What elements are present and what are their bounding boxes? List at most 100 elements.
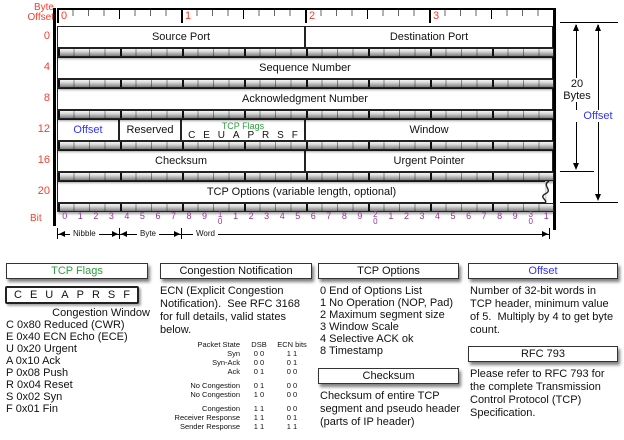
scale-bar	[119, 228, 120, 239]
legend-tcp-flags-title: TCP Flags	[6, 263, 148, 279]
legend-tcp-flags-list: Congestion Window C 0x80 Reduced (CWR) E …	[6, 307, 150, 415]
ecn-cell: 0 0	[253, 358, 265, 367]
flag-definition: E 0x40 ECN Echo (ECE)	[6, 331, 128, 343]
field-tcp-flags: TCP Flags C E U A P R S F	[181, 119, 305, 141]
flag-definition: R 0x04 Reset	[6, 379, 73, 391]
ecn-row: Sender Response 1 1 1 1	[162, 422, 314, 431]
field-source-port: Source Port	[57, 26, 305, 48]
flag-letter: P	[76, 289, 84, 301]
bit-number-digit: 0	[528, 216, 533, 226]
legend-rfc-title: RFC 793	[468, 346, 618, 362]
bit-number: 7	[170, 211, 176, 221]
bit-number: 2	[403, 211, 409, 221]
byte-offset-axis-label: Byte Offset	[14, 3, 55, 23]
flag-letter: S	[107, 289, 116, 301]
top-bit-ruler	[57, 8, 554, 23]
tcp-option-item: 3 Window Scale	[320, 321, 399, 333]
ecn-cell: 0 0	[253, 349, 265, 358]
flag-definition: C 0x80 Reduced (CWR)	[6, 319, 125, 331]
legend-tcp-options-list: 0 End of Options List 1 No Operation (NOP…	[320, 285, 462, 357]
ecn-cell: Ack	[227, 367, 240, 376]
bit-number: 5	[450, 211, 456, 221]
20-bytes-label-line1: 20	[570, 78, 584, 90]
field-checksum: Checksum	[57, 150, 305, 172]
bit-number-digit: 3	[528, 210, 533, 219]
tcp-option-item: 4 Selective ACK ok	[320, 333, 414, 345]
ecn-cell: 1 1	[253, 404, 265, 413]
legend-congestion-body: ECN (Explicit Congestion Notification). …	[160, 285, 301, 336]
arrow-down-icon	[595, 194, 601, 201]
flag-letter: R	[262, 130, 270, 141]
ecn-row: Syn-Ack 0 0 0 1	[162, 358, 314, 367]
field-acknowledgment-number: Acknowledgment Number	[57, 88, 553, 110]
arrow-right-icon	[174, 231, 180, 237]
field-reserved: Reserved	[119, 119, 181, 141]
bit-number: 8	[341, 211, 347, 221]
tcp-option-item: 2 Maximum segment size	[320, 309, 445, 321]
bit-number-digit: 0	[217, 216, 223, 226]
byte-number: 2	[309, 10, 316, 22]
flag-letter: U	[217, 130, 226, 141]
20-bytes-label-line2: Bytes	[563, 90, 591, 102]
bit-number: 7	[326, 211, 332, 221]
separator-bar	[57, 141, 554, 150]
flag-definition: A 0x10 Ack	[6, 355, 61, 367]
arrow-right-icon	[112, 231, 118, 237]
flag-letter: C	[14, 289, 22, 301]
row-byte-offset-label: 0	[43, 30, 50, 42]
bit-number: 2	[248, 211, 254, 221]
ecn-cell: 0 0	[286, 381, 298, 390]
field-sequence-number: Sequence Number	[57, 57, 553, 79]
bit-number: 2	[93, 211, 99, 221]
ecn-cell: 0 1	[286, 413, 298, 422]
row-byte-offset-label: 12	[37, 123, 50, 135]
bit-number-digit: 2	[373, 210, 378, 219]
bit-number: 3	[419, 211, 425, 221]
bit-number: 4	[435, 211, 441, 221]
row-byte-offset-label: 8	[43, 92, 50, 104]
arrow-right-icon	[542, 231, 548, 237]
ecn-row: Receiver Response 1 1 0 1	[162, 413, 314, 422]
ecn-cell: 1 0	[253, 390, 265, 399]
field-tcp-options: TCP Options (variable length, optional)	[57, 180, 550, 205]
bit-number: 9	[512, 211, 518, 221]
separator-bar	[57, 48, 554, 57]
nibble-scale-label: Nibble	[70, 228, 99, 239]
ecn-row: Ack 0 1 0 0	[162, 367, 314, 376]
bit-number: 8	[497, 211, 503, 221]
flag-letter: P	[247, 130, 255, 141]
bit-number: 1	[543, 211, 549, 221]
word-scale-label: Word	[193, 228, 218, 239]
flag-letter: E	[203, 130, 210, 141]
bit-number: 1	[388, 211, 394, 221]
grid-left-edge	[53, 8, 56, 226]
bit-number: 6	[466, 211, 472, 221]
ecn-cell: 0 1	[253, 367, 265, 376]
flag-letter: U	[45, 289, 54, 301]
legend-checksum-title: Checksum	[318, 368, 459, 384]
bit-number: 6	[155, 211, 161, 221]
bit-number: 1	[77, 211, 83, 221]
arrow-left-icon	[121, 231, 127, 237]
ecn-cell: Packet State	[197, 340, 240, 349]
ecn-cell: Congestion	[202, 404, 240, 413]
flag-letter: C	[188, 130, 196, 141]
bit-number: 8	[186, 211, 192, 221]
ecn-header-row: Packet State DSB ECN bits	[162, 340, 314, 349]
grid-right-edge	[553, 8, 556, 230]
flag-definition: U 0x20 Urgent	[6, 343, 77, 355]
ecn-cell: Syn-Ack	[212, 358, 240, 367]
flag-letter: F	[291, 130, 298, 141]
word-scale-line	[182, 234, 549, 235]
legend-congestion-title: Congestion Notification	[160, 263, 312, 279]
field-urgent-pointer: Urgent Pointer	[305, 150, 553, 172]
legend-offset-body: Number of 32-bit words in TCP header, mi…	[470, 285, 614, 336]
row-byte-offset-label: 20	[37, 185, 50, 197]
bit-number: 3	[108, 211, 114, 221]
ecn-row: Syn 0 0 1 1	[162, 349, 314, 358]
